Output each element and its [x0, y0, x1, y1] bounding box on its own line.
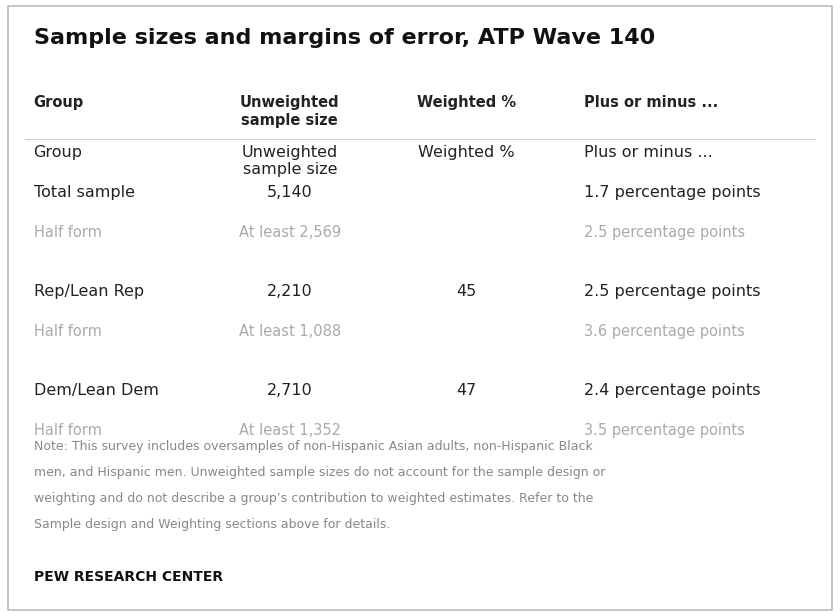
Text: 3.5 percentage points: 3.5 percentage points — [584, 423, 745, 438]
Text: 2.5 percentage points: 2.5 percentage points — [584, 225, 745, 240]
Text: 5,140: 5,140 — [267, 185, 312, 200]
Text: Plus or minus ...: Plus or minus ... — [584, 145, 712, 160]
Text: 1.7 percentage points: 1.7 percentage points — [584, 185, 760, 200]
Text: PEW RESEARCH CENTER: PEW RESEARCH CENTER — [34, 570, 223, 584]
Text: Half form: Half form — [34, 225, 102, 240]
Text: Dem/Lean Dem: Dem/Lean Dem — [34, 383, 159, 398]
Text: Sample sizes and margins of error, ATP Wave 140: Sample sizes and margins of error, ATP W… — [34, 28, 655, 47]
Text: Group: Group — [34, 145, 82, 160]
Text: Half form: Half form — [34, 423, 102, 438]
Text: 2.4 percentage points: 2.4 percentage points — [584, 383, 760, 398]
Text: At least 1,088: At least 1,088 — [239, 324, 341, 339]
Text: Total sample: Total sample — [34, 185, 134, 200]
Text: Weighted %: Weighted % — [417, 145, 515, 160]
Text: 2,710: 2,710 — [267, 383, 312, 398]
Text: Sample design and Weighting sections above for details.: Sample design and Weighting sections abo… — [34, 518, 390, 531]
Text: At least 2,569: At least 2,569 — [239, 225, 341, 240]
Text: Group: Group — [34, 95, 84, 110]
Text: weighting and do not describe a group’s contribution to weighted estimates. Refe: weighting and do not describe a group’s … — [34, 492, 593, 505]
Text: At least 1,352: At least 1,352 — [239, 423, 341, 438]
Text: 45: 45 — [456, 284, 476, 299]
Text: men, and Hispanic men. Unweighted sample sizes do not account for the sample des: men, and Hispanic men. Unweighted sample… — [34, 466, 605, 479]
Text: Weighted %: Weighted % — [417, 95, 516, 110]
Text: Rep/Lean Rep: Rep/Lean Rep — [34, 284, 144, 299]
Text: Unweighted
sample size: Unweighted sample size — [240, 95, 339, 128]
Text: 47: 47 — [456, 383, 476, 398]
Text: Unweighted
sample size: Unweighted sample size — [242, 145, 338, 177]
Text: Half form: Half form — [34, 324, 102, 339]
Text: 2,210: 2,210 — [267, 284, 312, 299]
Text: 2.5 percentage points: 2.5 percentage points — [584, 284, 760, 299]
Text: Plus or minus ...: Plus or minus ... — [584, 95, 718, 110]
Text: 3.6 percentage points: 3.6 percentage points — [584, 324, 745, 339]
Text: Note: This survey includes oversamples of non-Hispanic Asian adults, non-Hispani: Note: This survey includes oversamples o… — [34, 440, 592, 453]
